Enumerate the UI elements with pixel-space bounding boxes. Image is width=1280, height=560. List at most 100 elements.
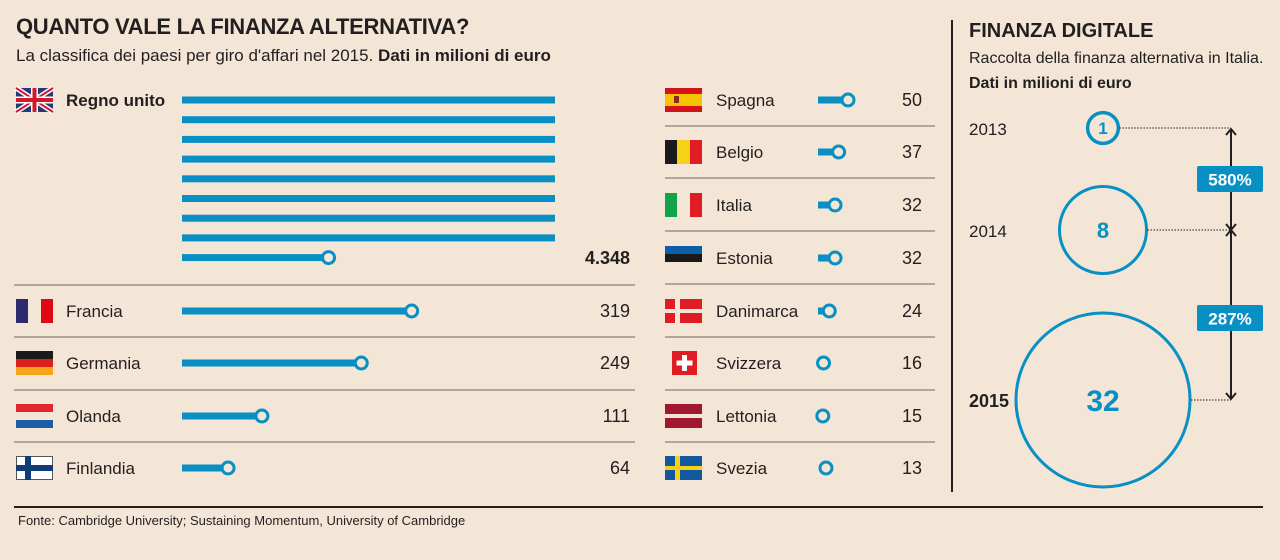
bar-segment <box>182 116 555 124</box>
bar <box>818 201 836 209</box>
flag-part <box>665 106 702 112</box>
source-note: Fonte: Cambridge University; Sustaining … <box>18 513 466 528</box>
bar-end-marker <box>821 303 837 319</box>
finland-flag-icon <box>16 456 53 480</box>
flag-part <box>690 193 702 217</box>
flag-part <box>41 299 53 323</box>
growth-label: 287% <box>1208 310 1251 329</box>
arrow-cross-icon <box>1225 223 1237 237</box>
arrow-down-icon <box>1225 392 1237 401</box>
bubble-value: 8 <box>1097 218 1109 243</box>
chart-title: QUANTO VALE LA FINANZA ALTERNATIVA? <box>16 14 470 39</box>
bar-end-marker <box>831 144 847 160</box>
bar <box>182 464 229 472</box>
flag-part <box>16 299 28 323</box>
bar-segment <box>182 135 555 143</box>
value-label: 32 <box>902 248 922 268</box>
value-label: 16 <box>902 353 922 373</box>
bar <box>182 359 362 367</box>
flag-part <box>665 88 702 94</box>
country-label: Italia <box>716 196 752 215</box>
bubble-value: 1 <box>1098 119 1107 138</box>
flag-part <box>16 404 53 412</box>
italy-flag-icon <box>665 193 702 217</box>
germany-flag-icon <box>16 351 53 375</box>
year-label: 2013 <box>969 120 1007 139</box>
switzerland-flag-icon <box>672 351 697 375</box>
country-label: Svezia <box>716 459 768 478</box>
bubble <box>1014 311 1192 489</box>
flag-part <box>665 140 677 164</box>
bar <box>182 412 262 420</box>
belgium-flag-icon <box>665 140 702 164</box>
bubble <box>1085 110 1121 146</box>
value-label: 111 <box>603 406 630 426</box>
year-label: 2015 <box>969 391 1009 411</box>
panel-divider <box>951 20 953 492</box>
country-label: Olanda <box>66 407 121 426</box>
flag-part <box>665 254 702 262</box>
growth-label: 580% <box>1208 171 1251 190</box>
value-label: 319 <box>600 301 630 321</box>
country-label: Germania <box>66 354 141 373</box>
flag-part <box>676 360 693 366</box>
country-label: Belgio <box>716 143 763 162</box>
bubble-value: 32 <box>1086 385 1119 418</box>
flag-part <box>665 466 702 470</box>
bar-end-marker <box>827 250 843 266</box>
chart-subtitle: La classifica dei paesi per giro d'affar… <box>16 46 551 66</box>
growth-badge <box>1197 305 1263 331</box>
value-label: 37 <box>902 142 922 162</box>
side-subtitle-unit: Dati in milioni di euro <box>969 75 1132 92</box>
country-label: Danimarca <box>716 302 799 321</box>
year-label: 2014 <box>969 222 1007 241</box>
bar-segment <box>182 214 555 222</box>
uk-flag-icon <box>14 85 55 115</box>
flag-part <box>665 193 677 217</box>
value-label: 13 <box>902 458 922 478</box>
bar-segment <box>182 96 555 104</box>
flag-part <box>16 98 53 102</box>
bar-end-marker <box>827 197 843 213</box>
country-label: Lettonia <box>716 407 777 426</box>
bar-end-marker <box>815 408 831 424</box>
estonia-flag-icon <box>665 246 702 262</box>
country-label: Estonia <box>716 249 773 268</box>
flag-part <box>665 418 702 428</box>
flag-part <box>665 404 702 414</box>
country-label: Spagna <box>716 91 775 110</box>
country-label: Svizzera <box>716 354 782 373</box>
france-flag-icon <box>16 299 53 323</box>
value-label: 50 <box>902 90 922 110</box>
value-label: 249 <box>600 353 630 373</box>
value-label: 15 <box>902 406 922 426</box>
bar-segment <box>182 175 555 183</box>
side-subtitle-text: Raccolta della finanza alternativa in It… <box>969 50 1264 67</box>
flag-part <box>665 246 702 254</box>
flag-part <box>677 140 690 164</box>
bar-segment <box>182 195 555 202</box>
country-label: Francia <box>66 302 123 321</box>
bar-segment <box>182 254 329 262</box>
bubble <box>1058 185 1148 275</box>
country-label: Finlandia <box>66 459 136 478</box>
bar-end-marker <box>818 460 834 476</box>
coat-of-arms <box>674 96 679 103</box>
flag-part <box>690 140 702 164</box>
bar <box>818 254 836 262</box>
flag-part <box>16 367 53 375</box>
italy-bubble-chart: 2013 1 2014 8 2015 32 580% 287% <box>969 110 1263 489</box>
value-label: 4.348 <box>585 248 630 268</box>
flag-part <box>16 420 53 428</box>
country-label: Regno unito <box>66 91 165 110</box>
side-panel-title: FINANZA DIGITALE <box>969 20 1154 42</box>
sweden-flag-icon <box>665 456 702 480</box>
value-label: 64 <box>610 458 630 478</box>
flag-part <box>665 94 702 106</box>
bar-segment <box>182 234 555 242</box>
bar-end-marker <box>404 303 420 319</box>
bar-end-marker <box>321 250 337 266</box>
subtitle-text: La classifica dei paesi per giro d'affar… <box>16 46 379 65</box>
flag-part <box>16 465 53 471</box>
value-label: 24 <box>902 301 922 321</box>
